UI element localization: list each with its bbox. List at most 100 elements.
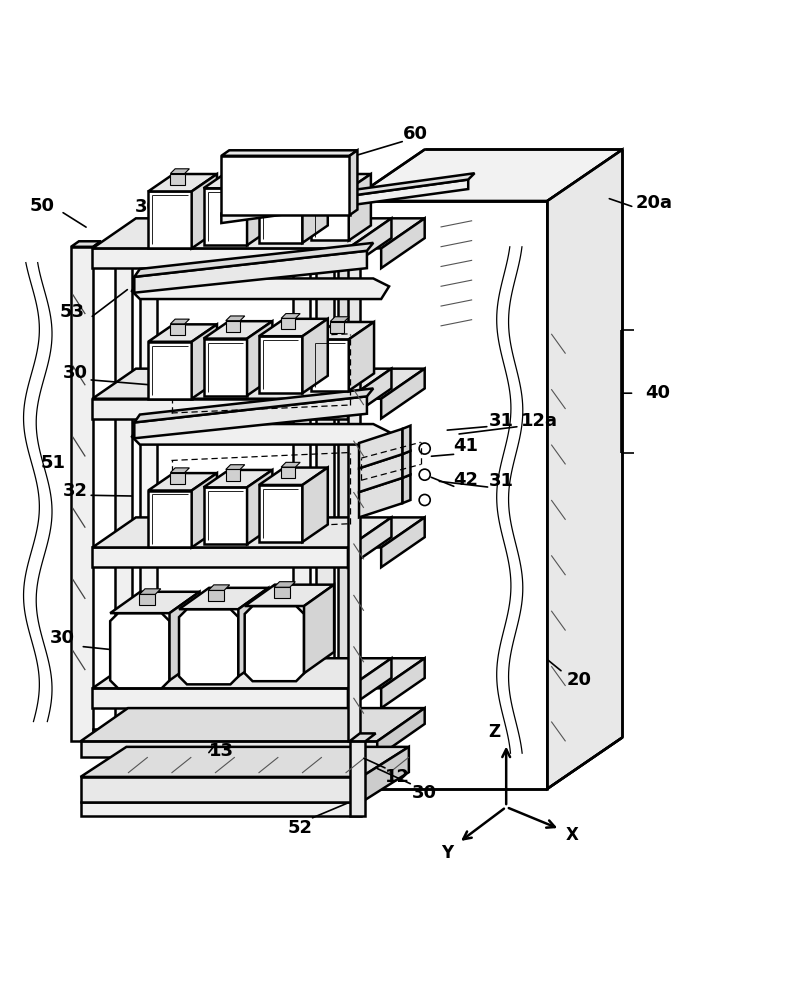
Polygon shape (349, 149, 622, 201)
Polygon shape (80, 802, 361, 816)
Text: 30: 30 (50, 629, 75, 647)
Polygon shape (281, 314, 300, 318)
Polygon shape (348, 369, 425, 399)
Polygon shape (93, 243, 154, 247)
Polygon shape (171, 174, 185, 185)
Polygon shape (310, 174, 371, 189)
Polygon shape (377, 708, 425, 757)
Text: 31: 31 (489, 472, 514, 490)
Polygon shape (281, 168, 295, 179)
Text: X: X (565, 826, 578, 844)
Polygon shape (259, 336, 303, 393)
Polygon shape (403, 475, 410, 503)
Polygon shape (171, 319, 190, 324)
Polygon shape (281, 467, 295, 478)
Polygon shape (132, 278, 389, 299)
Text: 42: 42 (453, 471, 478, 489)
Polygon shape (71, 241, 101, 247)
Polygon shape (225, 170, 240, 181)
Polygon shape (203, 470, 272, 487)
Text: 30: 30 (135, 198, 160, 216)
Text: 30: 30 (63, 364, 87, 382)
Polygon shape (348, 517, 391, 567)
Text: 30: 30 (121, 675, 147, 693)
Polygon shape (225, 321, 240, 332)
Polygon shape (208, 590, 224, 601)
Polygon shape (259, 468, 328, 485)
Polygon shape (361, 747, 409, 802)
Polygon shape (348, 369, 391, 419)
Polygon shape (348, 517, 425, 547)
Polygon shape (191, 324, 217, 399)
Polygon shape (281, 462, 300, 467)
Polygon shape (134, 251, 367, 293)
Polygon shape (348, 658, 391, 708)
Text: 60: 60 (403, 125, 428, 143)
Polygon shape (191, 473, 217, 547)
Polygon shape (110, 613, 170, 688)
Polygon shape (381, 369, 425, 419)
Polygon shape (171, 169, 190, 174)
Polygon shape (148, 174, 217, 191)
Polygon shape (80, 741, 377, 757)
Polygon shape (132, 424, 389, 445)
Polygon shape (80, 747, 409, 777)
Polygon shape (259, 186, 303, 243)
Polygon shape (316, 242, 333, 737)
Polygon shape (547, 149, 622, 789)
Circle shape (419, 443, 430, 454)
Circle shape (419, 494, 430, 506)
Polygon shape (403, 426, 410, 454)
Polygon shape (225, 166, 245, 170)
Polygon shape (80, 777, 361, 802)
Polygon shape (310, 322, 374, 339)
Circle shape (419, 469, 430, 480)
Polygon shape (203, 321, 272, 339)
Polygon shape (171, 473, 185, 484)
Polygon shape (348, 218, 391, 268)
Polygon shape (348, 247, 360, 741)
Polygon shape (359, 454, 403, 492)
Text: 32: 32 (63, 482, 87, 500)
Polygon shape (92, 547, 348, 567)
Polygon shape (359, 478, 403, 517)
Polygon shape (359, 429, 403, 468)
Text: 50: 50 (30, 197, 55, 215)
Text: 52: 52 (288, 819, 313, 837)
Text: 12: 12 (384, 768, 410, 786)
Polygon shape (110, 592, 199, 613)
Text: 53: 53 (60, 303, 85, 321)
Text: 31: 31 (236, 172, 260, 190)
Polygon shape (92, 218, 391, 248)
Polygon shape (310, 189, 349, 240)
Polygon shape (203, 487, 247, 544)
Polygon shape (348, 218, 425, 248)
Polygon shape (330, 167, 349, 172)
Polygon shape (222, 156, 349, 215)
Polygon shape (140, 247, 157, 741)
Polygon shape (349, 201, 547, 789)
Polygon shape (80, 708, 425, 741)
Polygon shape (381, 517, 425, 567)
Polygon shape (304, 585, 334, 673)
Polygon shape (134, 396, 367, 438)
Polygon shape (303, 168, 328, 243)
Polygon shape (134, 388, 373, 422)
Polygon shape (93, 247, 148, 259)
Polygon shape (259, 319, 328, 336)
Polygon shape (222, 173, 475, 214)
Polygon shape (381, 218, 425, 268)
Polygon shape (348, 658, 425, 688)
Polygon shape (114, 247, 132, 741)
Polygon shape (381, 658, 425, 708)
Polygon shape (349, 741, 365, 816)
Polygon shape (208, 585, 229, 590)
Polygon shape (203, 188, 247, 245)
Polygon shape (140, 589, 161, 594)
Polygon shape (238, 588, 268, 676)
Polygon shape (203, 339, 247, 396)
Text: Z: Z (488, 723, 500, 741)
Polygon shape (259, 485, 303, 542)
Polygon shape (310, 339, 349, 391)
Polygon shape (349, 174, 371, 240)
